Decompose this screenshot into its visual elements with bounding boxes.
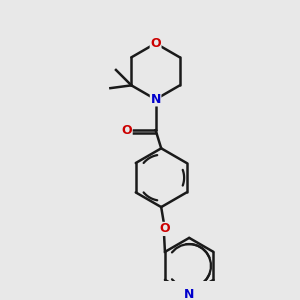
Text: O: O	[122, 124, 132, 136]
Text: O: O	[159, 222, 170, 236]
Text: N: N	[150, 93, 161, 106]
Text: N: N	[184, 288, 194, 300]
Text: O: O	[150, 37, 161, 50]
